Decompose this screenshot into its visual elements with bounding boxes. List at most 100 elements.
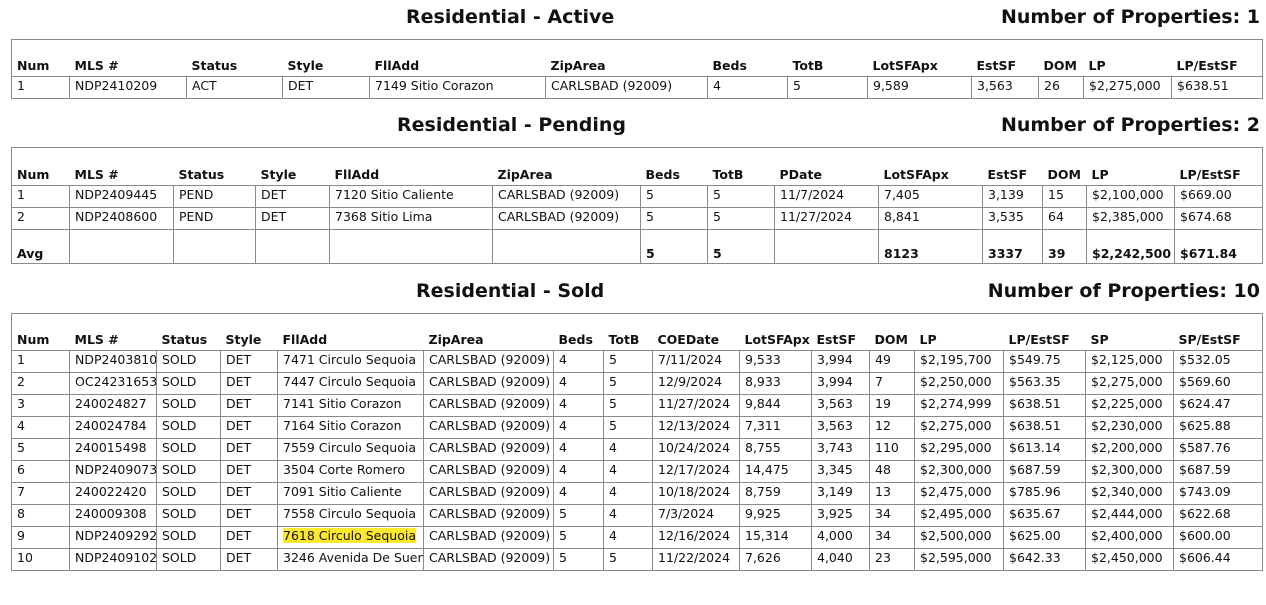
cell-beds: 5	[553, 526, 604, 549]
cell-style: DET	[220, 394, 278, 417]
cell-num: 1	[11, 76, 70, 99]
column-header-lp: LP	[1091, 167, 1109, 182]
cell-sp-estsf: $687.59	[1173, 460, 1263, 483]
cell-style: DET	[255, 207, 330, 230]
cell-coedate: 12/13/2024	[652, 416, 740, 439]
column-header-totb: TotB	[608, 332, 640, 347]
column-header-lp: LP	[919, 332, 937, 347]
column-header-flladd: FllAdd	[374, 58, 420, 73]
cell-style: DET	[220, 372, 278, 395]
cell-ziparea: CARLSBAD (92009)	[423, 416, 554, 439]
pending-table: Num MLS # Status Style FllAdd ZipArea Beds TotB…	[11, 147, 1263, 264]
table-row: 5 240015498 SOLD DET 7559 Circulo Sequoia CAR…	[11, 438, 1263, 461]
column-header-style: Style	[225, 332, 262, 347]
table-header-row: Num MLS # Status Style FllAdd ZipArea Beds TotB…	[12, 40, 1263, 77]
cell-lp: $2,274,999	[914, 394, 1004, 417]
cell-num: 2	[11, 207, 70, 230]
cell-sp: $2,340,000	[1085, 482, 1174, 505]
cell-mls: 240015498	[69, 438, 157, 461]
table-header-row: Num MLS # Status Style FllAdd ZipArea Beds TotB…	[12, 314, 1263, 351]
cell-num: 10	[11, 548, 70, 571]
cell-lp: $2,300,000	[914, 460, 1004, 483]
cell-sp: $2,450,000	[1085, 548, 1174, 571]
cell-beds: 5	[640, 207, 708, 230]
cell-dom: 64	[1042, 207, 1087, 230]
cell-totb: 4	[603, 438, 653, 461]
cell-totb: 5	[603, 372, 653, 395]
cell-estsf: 3,149	[811, 482, 870, 505]
column-header-coedate: COEDate	[657, 332, 720, 347]
cell-status: SOLD	[156, 460, 221, 483]
cell-estsf: 3,563	[971, 76, 1039, 99]
column-header-beds: Beds	[645, 167, 680, 182]
cell-totb: 5	[603, 548, 653, 571]
cell-lotsfapx: 9,533	[739, 350, 812, 373]
cell-dom: 34	[869, 526, 915, 549]
cell-lotsfapx: 7,626	[739, 548, 812, 571]
column-header-mls: MLS #	[74, 332, 119, 347]
column-header-dom: DOM	[1043, 58, 1077, 73]
cell-status: SOLD	[156, 504, 221, 527]
cell-beds: 4	[707, 76, 788, 99]
column-header-estsf: EstSF	[987, 167, 1028, 182]
table-row: 8 240009308 SOLD DET 7558 Circulo Sequoia CAR…	[11, 504, 1263, 527]
cell-num: 1	[11, 185, 70, 208]
cell-estsf: 3,925	[811, 504, 870, 527]
cell-status: SOLD	[156, 394, 221, 417]
column-header-lotsfapx: LotSFApx	[872, 58, 938, 73]
cell-sp: $2,225,000	[1085, 394, 1174, 417]
cell-num: 1	[11, 350, 70, 373]
column-header-mls: MLS #	[74, 167, 119, 182]
cell-status: SOLD	[156, 526, 221, 549]
cell-beds: 5	[640, 185, 708, 208]
cell-status: SOLD	[156, 548, 221, 571]
cell-lotsfapx: 8123	[878, 229, 983, 264]
cell-dom: 7	[869, 372, 915, 395]
cell-style: DET	[220, 350, 278, 373]
cell-totb: 5	[707, 229, 775, 264]
cell-lp: $2,595,000	[914, 548, 1004, 571]
column-header-pdate: PDate	[779, 167, 822, 182]
table-row: 3 240024827 SOLD DET 7141 Sitio Corazon CARLS…	[11, 394, 1263, 417]
cell-lp: $2,495,000	[914, 504, 1004, 527]
cell-lp-estsf: $638.51	[1003, 394, 1086, 417]
cell-sp: $2,300,000	[1085, 460, 1174, 483]
cell-beds: 4	[553, 460, 604, 483]
pending-property-count: Number of Properties: 2	[1000, 114, 1260, 136]
cell-estsf: 4,040	[811, 548, 870, 571]
cell-style: DET	[220, 526, 278, 549]
table-header-row: Num MLS # Status Style FllAdd ZipArea Beds TotB…	[12, 148, 1263, 186]
cell-pdate: 11/27/2024	[774, 207, 879, 230]
column-header-dom: DOM	[1047, 167, 1081, 182]
table-row: 6 NDP2409073 SOLD DET 3504 Corte Romero CARLS…	[11, 460, 1263, 483]
cell-style: DET	[220, 460, 278, 483]
cell-coedate: 10/18/2024	[652, 482, 740, 505]
cell-estsf: 3,994	[811, 350, 870, 373]
table-row: 4 240024784 SOLD DET 7164 Sitio Corazon CARLS…	[11, 416, 1263, 439]
cell-ziparea: CARLSBAD (92009)	[423, 482, 554, 505]
column-header-lp-estsf: LP/EstSF	[1179, 167, 1241, 182]
table-row: 9 NDP2409292 SOLD DET 7618 Circulo Sequoia CA…	[11, 526, 1263, 549]
cell-sp-estsf: $622.68	[1173, 504, 1263, 527]
cell-num: 2	[11, 372, 70, 395]
cell-lotsfapx: 9,589	[867, 76, 972, 99]
cell-status	[173, 229, 256, 264]
cell-style	[255, 229, 330, 264]
cell-totb: 4	[603, 526, 653, 549]
cell-lotsfapx: 7,311	[739, 416, 812, 439]
cell-ziparea: CARLSBAD (92009)	[492, 207, 641, 230]
table-row: 1 NDP2409445 PEND DET 7120 Sitio Caliente CAR…	[11, 185, 1263, 208]
column-header-estsf: EstSF	[816, 332, 857, 347]
cell-ziparea: CARLSBAD (92009)	[545, 76, 708, 99]
cell-lotsfapx: 7,405	[878, 185, 983, 208]
cell-lp: $2,242,500	[1086, 229, 1175, 264]
column-header-status: Status	[178, 167, 225, 182]
column-header-num: Num	[17, 332, 50, 347]
cell-lotsfapx: 8,759	[739, 482, 812, 505]
cell-style: DET	[220, 482, 278, 505]
column-header-lotsfapx: LotSFApx	[744, 332, 810, 347]
cell-flladd: 7559 Circulo Sequoia	[277, 438, 424, 461]
cell-flladd: 7471 Circulo Sequoia	[277, 350, 424, 373]
cell-lotsfapx: 9,925	[739, 504, 812, 527]
cell-totb: 5	[787, 76, 868, 99]
